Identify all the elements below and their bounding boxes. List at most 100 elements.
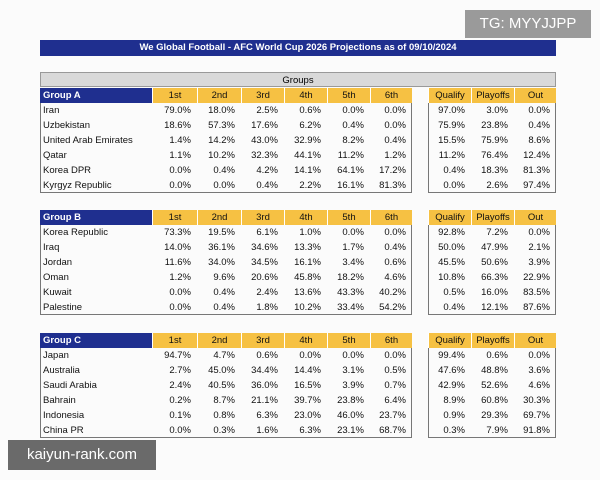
column-header: 6th	[370, 210, 412, 225]
cell-value: 16.0%	[481, 287, 508, 298]
team-name: Palestine	[43, 302, 83, 313]
cell-value: 32.3%	[251, 150, 278, 161]
group-name: Group B	[40, 210, 152, 225]
cell-value: 0.0%	[213, 180, 235, 191]
cell-value: 87.6%	[523, 302, 550, 313]
cell-value: 0.0%	[169, 287, 191, 298]
cell-value: 2.4%	[169, 380, 191, 391]
cell-value: 50.0%	[438, 242, 465, 253]
cell-value: 47.9%	[481, 242, 508, 253]
column-header: 3rd	[241, 210, 284, 225]
cell-value: 9.6%	[213, 272, 235, 283]
cell-value: 48.8%	[481, 365, 508, 376]
cell-value: 0.0%	[384, 227, 406, 238]
cell-value: 0.4%	[384, 242, 406, 253]
column-header: 5th	[327, 333, 370, 348]
column-header: Out	[514, 210, 556, 225]
cell-value: 1.6%	[256, 425, 278, 436]
cell-value: 34.0%	[208, 257, 235, 268]
cell-value: 18.2%	[337, 272, 364, 283]
column-header: Qualify	[428, 210, 471, 225]
cell-value: 6.3%	[256, 410, 278, 421]
cell-value: 44.1%	[294, 150, 321, 161]
cell-value: 83.5%	[523, 287, 550, 298]
team-name: Australia	[43, 365, 80, 376]
cell-value: 0.6%	[486, 350, 508, 361]
cell-value: 0.4%	[256, 180, 278, 191]
cell-value: 23.8%	[481, 120, 508, 131]
watermark: kaiyun-rank.com	[8, 440, 156, 470]
team-name: China PR	[43, 425, 84, 436]
cell-value: 1.0%	[299, 227, 321, 238]
cell-value: 3.4%	[342, 257, 364, 268]
column-header: 1st	[152, 210, 197, 225]
cell-value: 4.2%	[256, 165, 278, 176]
cell-value: 0.0%	[342, 350, 364, 361]
team-name: Qatar	[43, 150, 67, 161]
cell-value: 36.1%	[208, 242, 235, 253]
cell-value: 3.9%	[528, 257, 550, 268]
cell-value: 0.1%	[169, 410, 191, 421]
cell-value: 0.0%	[169, 302, 191, 313]
team-name: Jordan	[43, 257, 73, 268]
cell-value: 23.7%	[379, 410, 406, 421]
cell-value: 7.9%	[486, 425, 508, 436]
cell-value: 94.7%	[164, 350, 191, 361]
cell-value: 81.3%	[379, 180, 406, 191]
cell-value: 0.0%	[299, 350, 321, 361]
column-header: Out	[514, 88, 556, 103]
cell-value: 16.5%	[294, 380, 321, 391]
cell-value: 21.1%	[251, 395, 278, 406]
cell-value: 8.6%	[528, 135, 550, 146]
cell-value: 17.6%	[251, 120, 278, 131]
cell-value: 0.5%	[384, 365, 406, 376]
column-header: Playoffs	[471, 88, 514, 103]
cell-value: 0.0%	[384, 350, 406, 361]
cell-value: 0.3%	[213, 425, 235, 436]
cell-value: 0.0%	[169, 180, 191, 191]
cell-value: 14.0%	[164, 242, 191, 253]
cell-value: 76.4%	[481, 150, 508, 161]
cell-value: 91.8%	[523, 425, 550, 436]
cell-value: 8.9%	[443, 395, 465, 406]
team-name: Bahrain	[43, 395, 76, 406]
column-header: 5th	[327, 88, 370, 103]
cell-value: 11.2%	[438, 150, 465, 161]
cell-value: 10.2%	[208, 150, 235, 161]
cell-value: 0.4%	[213, 165, 235, 176]
cell-value: 0.4%	[342, 120, 364, 131]
cell-value: 32.9%	[294, 135, 321, 146]
cell-value: 2.5%	[256, 105, 278, 116]
column-header: 4th	[284, 333, 327, 348]
cell-value: 8.2%	[342, 135, 364, 146]
cell-value: 0.0%	[169, 165, 191, 176]
cell-value: 1.7%	[342, 242, 364, 253]
cell-value: 0.3%	[443, 425, 465, 436]
column-header: 6th	[370, 333, 412, 348]
cell-value: 0.0%	[384, 120, 406, 131]
cell-value: 33.4%	[337, 302, 364, 313]
cell-value: 14.4%	[294, 365, 321, 376]
cell-value: 0.5%	[443, 287, 465, 298]
column-header: Out	[514, 333, 556, 348]
cell-value: 50.6%	[481, 257, 508, 268]
cell-value: 0.6%	[299, 105, 321, 116]
cell-value: 30.3%	[523, 395, 550, 406]
cell-value: 0.4%	[528, 120, 550, 131]
cell-value: 0.0%	[528, 105, 550, 116]
cell-value: 3.0%	[486, 105, 508, 116]
cell-value: 18.3%	[481, 165, 508, 176]
cell-value: 40.2%	[379, 287, 406, 298]
column-header: Playoffs	[471, 210, 514, 225]
cell-value: 0.6%	[384, 257, 406, 268]
team-name: Uzbekistan	[43, 120, 90, 131]
cell-value: 3.1%	[342, 365, 364, 376]
cell-value: 81.3%	[523, 165, 550, 176]
cell-value: 14.1%	[294, 165, 321, 176]
column-header: 2nd	[197, 333, 241, 348]
cell-value: 12.4%	[523, 150, 550, 161]
cell-value: 45.5%	[438, 257, 465, 268]
cell-value: 10.8%	[438, 272, 465, 283]
column-header: 1st	[152, 88, 197, 103]
cell-value: 42.9%	[438, 380, 465, 391]
